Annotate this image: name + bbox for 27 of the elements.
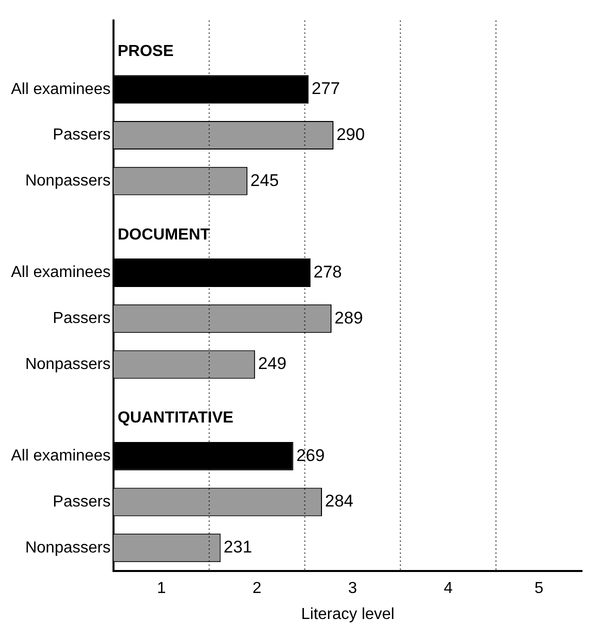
annotation: DOCUMENT	[118, 226, 210, 244]
annotation: PROSE	[118, 42, 174, 60]
data-label: 245	[250, 170, 279, 190]
text: 1	[156, 580, 166, 598]
text: 5	[534, 580, 544, 598]
x-axis-title: Literacy level	[301, 606, 394, 623]
y-tick-label: Nonpassers	[25, 356, 111, 373]
y-tick-label: All examinees	[10, 80, 111, 98]
data-label: 289	[334, 308, 363, 328]
data-label: 278	[314, 262, 342, 282]
data-label: 231	[224, 538, 252, 557]
text: 3	[348, 580, 358, 598]
data-label: 284	[324, 492, 354, 511]
data-label: 249	[258, 354, 286, 374]
text: 2	[252, 580, 262, 598]
y-tick-label: Passers	[52, 126, 111, 144]
data-label: 277	[312, 79, 340, 98]
data-label: 290	[336, 124, 365, 144]
y-tick-label: Nonpassers	[25, 172, 111, 190]
text: 4	[444, 580, 453, 598]
annotation: QUANTITATIVE	[118, 410, 234, 427]
y-tick-label: Passers	[52, 310, 111, 328]
y-tick-label: All examinees	[10, 448, 111, 465]
y-tick-label: All examinees	[10, 264, 111, 282]
y-tick-label: Nonpassers	[25, 539, 111, 556]
data-label: 269	[296, 446, 325, 465]
y-tick-label: Passers	[52, 493, 111, 510]
